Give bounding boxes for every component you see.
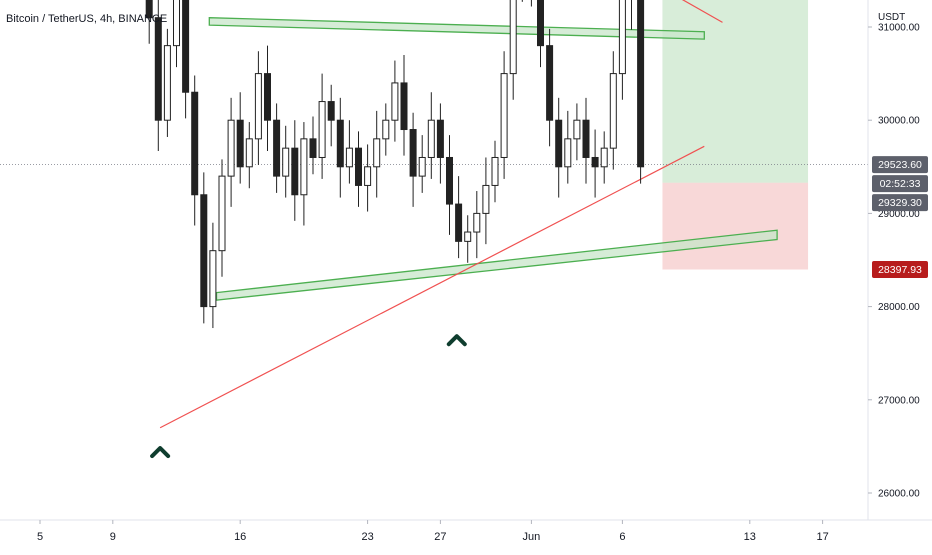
candle-body bbox=[600, 147, 608, 168]
candle-body bbox=[509, 0, 517, 75]
candle-body bbox=[236, 119, 244, 168]
price-label-text: 02:52:33 bbox=[880, 178, 921, 190]
y-tick-label: 31000.00 bbox=[878, 23, 920, 34]
candle-body bbox=[273, 119, 281, 177]
x-tick-label: 13 bbox=[744, 531, 756, 543]
candle-body bbox=[537, 0, 544, 47]
candle-body bbox=[555, 119, 563, 168]
trough-marker-1 bbox=[150, 446, 171, 459]
candle-body bbox=[191, 91, 199, 196]
candle-body bbox=[182, 0, 190, 93]
candle-body bbox=[482, 184, 490, 214]
candle-body bbox=[300, 138, 308, 196]
support-zone-bottom bbox=[215, 229, 778, 301]
candle-body bbox=[400, 82, 408, 131]
y-tick-label: 27000.00 bbox=[878, 395, 920, 406]
x-tick-label: 6 bbox=[619, 531, 625, 543]
candle-body bbox=[245, 138, 253, 168]
candle-body bbox=[455, 203, 463, 242]
candle-body bbox=[145, 0, 153, 19]
candle-body bbox=[163, 45, 171, 121]
candle-body bbox=[209, 250, 217, 308]
price-label-box bbox=[872, 194, 928, 212]
x-tick-label: 16 bbox=[234, 531, 246, 543]
position-loss-zone bbox=[662, 182, 809, 270]
price-label-text: 28397.93 bbox=[878, 264, 922, 276]
resistance-zone-mid bbox=[208, 17, 705, 40]
candle-body bbox=[446, 156, 453, 205]
candle-body bbox=[382, 119, 390, 140]
trough-marker-2 bbox=[446, 334, 467, 347]
price-label-text: 29523.60 bbox=[878, 159, 922, 171]
candle-body bbox=[291, 147, 299, 196]
candle-body bbox=[582, 119, 590, 158]
price-label-box bbox=[872, 175, 928, 193]
candle-body bbox=[309, 138, 317, 158]
price-label-box bbox=[872, 156, 928, 174]
candle-body bbox=[282, 147, 290, 177]
candle-body bbox=[154, 17, 162, 121]
candle-body bbox=[618, 0, 626, 75]
candle-body bbox=[391, 82, 399, 121]
candle-body bbox=[345, 147, 353, 168]
x-tick-label: 27 bbox=[434, 531, 446, 543]
price-axis-unit: USDT bbox=[878, 12, 905, 23]
candle-body bbox=[327, 101, 335, 121]
x-tick-label: 5 bbox=[37, 531, 43, 543]
y-tick-label: 26000.00 bbox=[878, 489, 920, 500]
candle-body bbox=[409, 129, 417, 177]
price-label-text: 29329.30 bbox=[878, 197, 922, 209]
candle-body bbox=[609, 73, 617, 149]
candle-body bbox=[218, 175, 226, 252]
candle-body bbox=[364, 166, 372, 186]
candle-body bbox=[373, 138, 381, 168]
candle-body bbox=[318, 101, 326, 158]
candle-body bbox=[418, 156, 426, 177]
candle-body bbox=[637, 0, 645, 168]
candle-body bbox=[473, 212, 481, 233]
candle-body bbox=[336, 119, 344, 168]
candle-body bbox=[491, 156, 499, 186]
candle-body bbox=[564, 138, 572, 168]
chart-title: Bitcoin / TetherUS, 4h, BINANCE bbox=[6, 13, 167, 25]
candle-body bbox=[355, 147, 362, 186]
candle-body bbox=[464, 231, 472, 242]
candle-body bbox=[200, 194, 208, 308]
candle-body bbox=[573, 119, 581, 140]
x-tick-label: 9 bbox=[110, 531, 116, 543]
candle-body bbox=[227, 119, 235, 177]
candle-body bbox=[264, 73, 271, 121]
candle-body bbox=[173, 0, 180, 47]
ascending-trendline bbox=[159, 145, 705, 429]
candle-body bbox=[500, 73, 508, 158]
x-tick-label: Jun bbox=[523, 531, 541, 543]
y-tick-label: 28000.00 bbox=[878, 302, 920, 313]
descending-trendline bbox=[681, 0, 723, 23]
x-tick-label: 17 bbox=[816, 531, 828, 543]
position-profit-zone bbox=[662, 0, 809, 183]
y-tick-label: 29000.00 bbox=[878, 209, 920, 220]
candle-body bbox=[436, 119, 444, 158]
price-label-box bbox=[872, 261, 928, 279]
candle-body bbox=[546, 45, 554, 121]
x-tick-label: 23 bbox=[361, 531, 373, 543]
candle-body bbox=[591, 156, 599, 168]
candle-body bbox=[254, 73, 262, 140]
y-tick-label: 30000.00 bbox=[878, 116, 920, 127]
candle-body bbox=[427, 119, 435, 158]
